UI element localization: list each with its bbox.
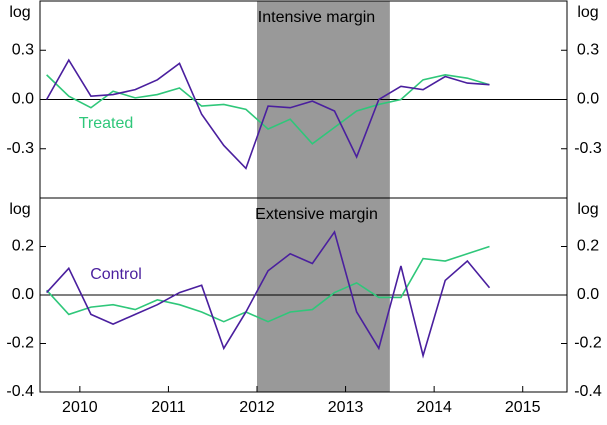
y-tick-label: 0.2 — [12, 238, 34, 255]
series-label: Control — [90, 266, 142, 283]
unit-label-right: log — [577, 4, 598, 21]
series-line — [45, 58, 490, 170]
y-tick-label: 0.0 — [12, 286, 34, 303]
y-tick-label: 0.3 — [12, 41, 34, 58]
y-tick-label: -0.2 — [6, 335, 34, 352]
unit-label-right: log — [577, 201, 598, 218]
x-tick-label: 2014 — [416, 399, 452, 416]
y2-tick-label: -0.4 — [574, 383, 602, 400]
y2-tick-label: 0.0 — [577, 91, 599, 108]
x-tick-label: 2012 — [239, 399, 275, 416]
y2-tick-label: 0.0 — [577, 286, 599, 303]
series-line — [46, 230, 491, 359]
series-line — [46, 245, 490, 323]
y-tick-label: -0.3 — [6, 140, 34, 157]
x-tick-label: 2011 — [151, 399, 186, 416]
panel-title: Extensive margin — [255, 206, 378, 223]
unit-label: log — [9, 201, 30, 218]
y2-tick-label: 0.3 — [577, 41, 599, 58]
x-tick-label: 2013 — [328, 399, 364, 416]
panel-frame — [39, 197, 568, 393]
y2-tick-label: -0.3 — [574, 140, 602, 157]
y2-tick-label: 0.2 — [577, 238, 599, 255]
y-tick-label: 0.0 — [12, 91, 34, 108]
series-label: Treated — [79, 115, 134, 132]
y2-tick-label: -0.2 — [574, 335, 602, 352]
x-tick-label: 2010 — [62, 399, 98, 416]
x-tick-label: 2015 — [505, 399, 541, 416]
y-tick-label: -0.4 — [6, 383, 34, 400]
unit-label: log — [9, 4, 30, 21]
panel-title: Intensive margin — [258, 9, 375, 26]
